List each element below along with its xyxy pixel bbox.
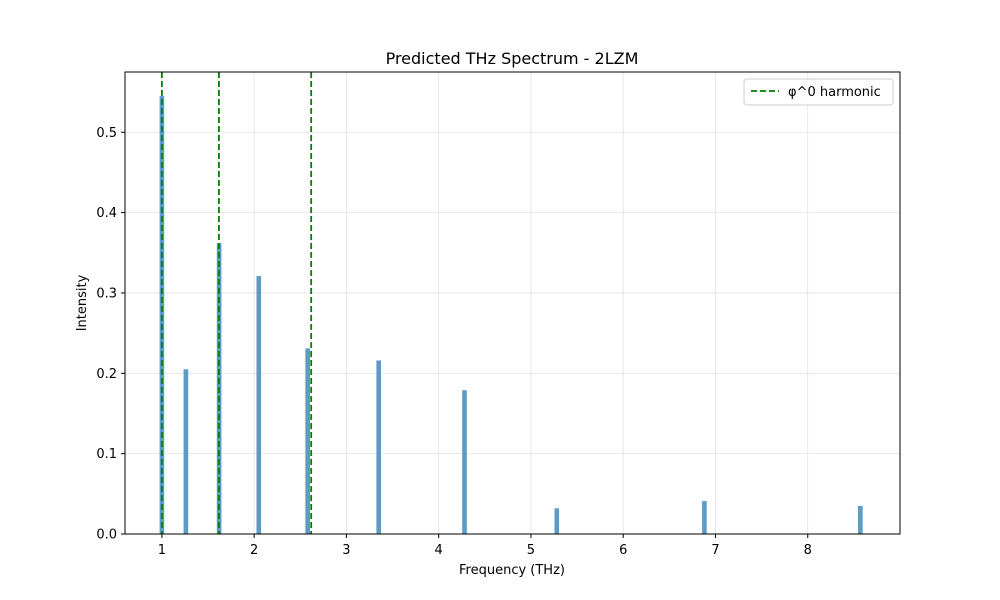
x-tick-label: 2 xyxy=(250,543,258,558)
plot-frame xyxy=(124,71,901,535)
spectrum-bar xyxy=(183,369,189,534)
legend-box xyxy=(743,78,894,106)
spectrum-bar xyxy=(305,348,310,534)
chart-title: Predicted THz Spectrum - 2LZM xyxy=(386,49,639,68)
x-axis-label: Frequency (THz) xyxy=(459,563,565,578)
y-tick-label: 0.1 xyxy=(96,447,117,462)
x-tick-label: 4 xyxy=(435,543,443,558)
x-tick-label: 6 xyxy=(619,543,627,558)
spectrum-bar xyxy=(702,501,707,534)
spectrum-bar xyxy=(554,508,560,534)
y-axis-label: Intensity xyxy=(75,274,90,331)
y-tick-label: 0.3 xyxy=(96,286,117,301)
y-tick-label: 0.5 xyxy=(96,126,117,141)
x-tick-label: 1 xyxy=(158,543,166,558)
x-tick-label: 7 xyxy=(711,543,719,558)
x-tick-label: 5 xyxy=(527,543,535,558)
x-tick-label: 3 xyxy=(342,543,350,558)
legend-harmonic-label: φ^0 harmonic xyxy=(788,85,881,100)
y-axis-ticks: 0.0 0.1 0.2 0.3 0.4 0.5 xyxy=(96,126,125,543)
spectrum-bar xyxy=(858,505,863,534)
x-tick-label: 8 xyxy=(804,543,812,558)
y-tick-label: 0.2 xyxy=(96,367,117,382)
harmonic-lines xyxy=(161,72,313,534)
x-axis-ticks: 1 2 3 4 5 6 7 8 xyxy=(158,534,812,558)
spectrum-bar xyxy=(462,390,467,534)
y-tick-label: 0.0 xyxy=(96,528,117,543)
spectrum-bar xyxy=(376,360,382,534)
spectrum-bar xyxy=(256,276,262,534)
legend: φ^0 harmonic xyxy=(743,78,894,106)
y-tick-label: 0.4 xyxy=(96,206,117,221)
